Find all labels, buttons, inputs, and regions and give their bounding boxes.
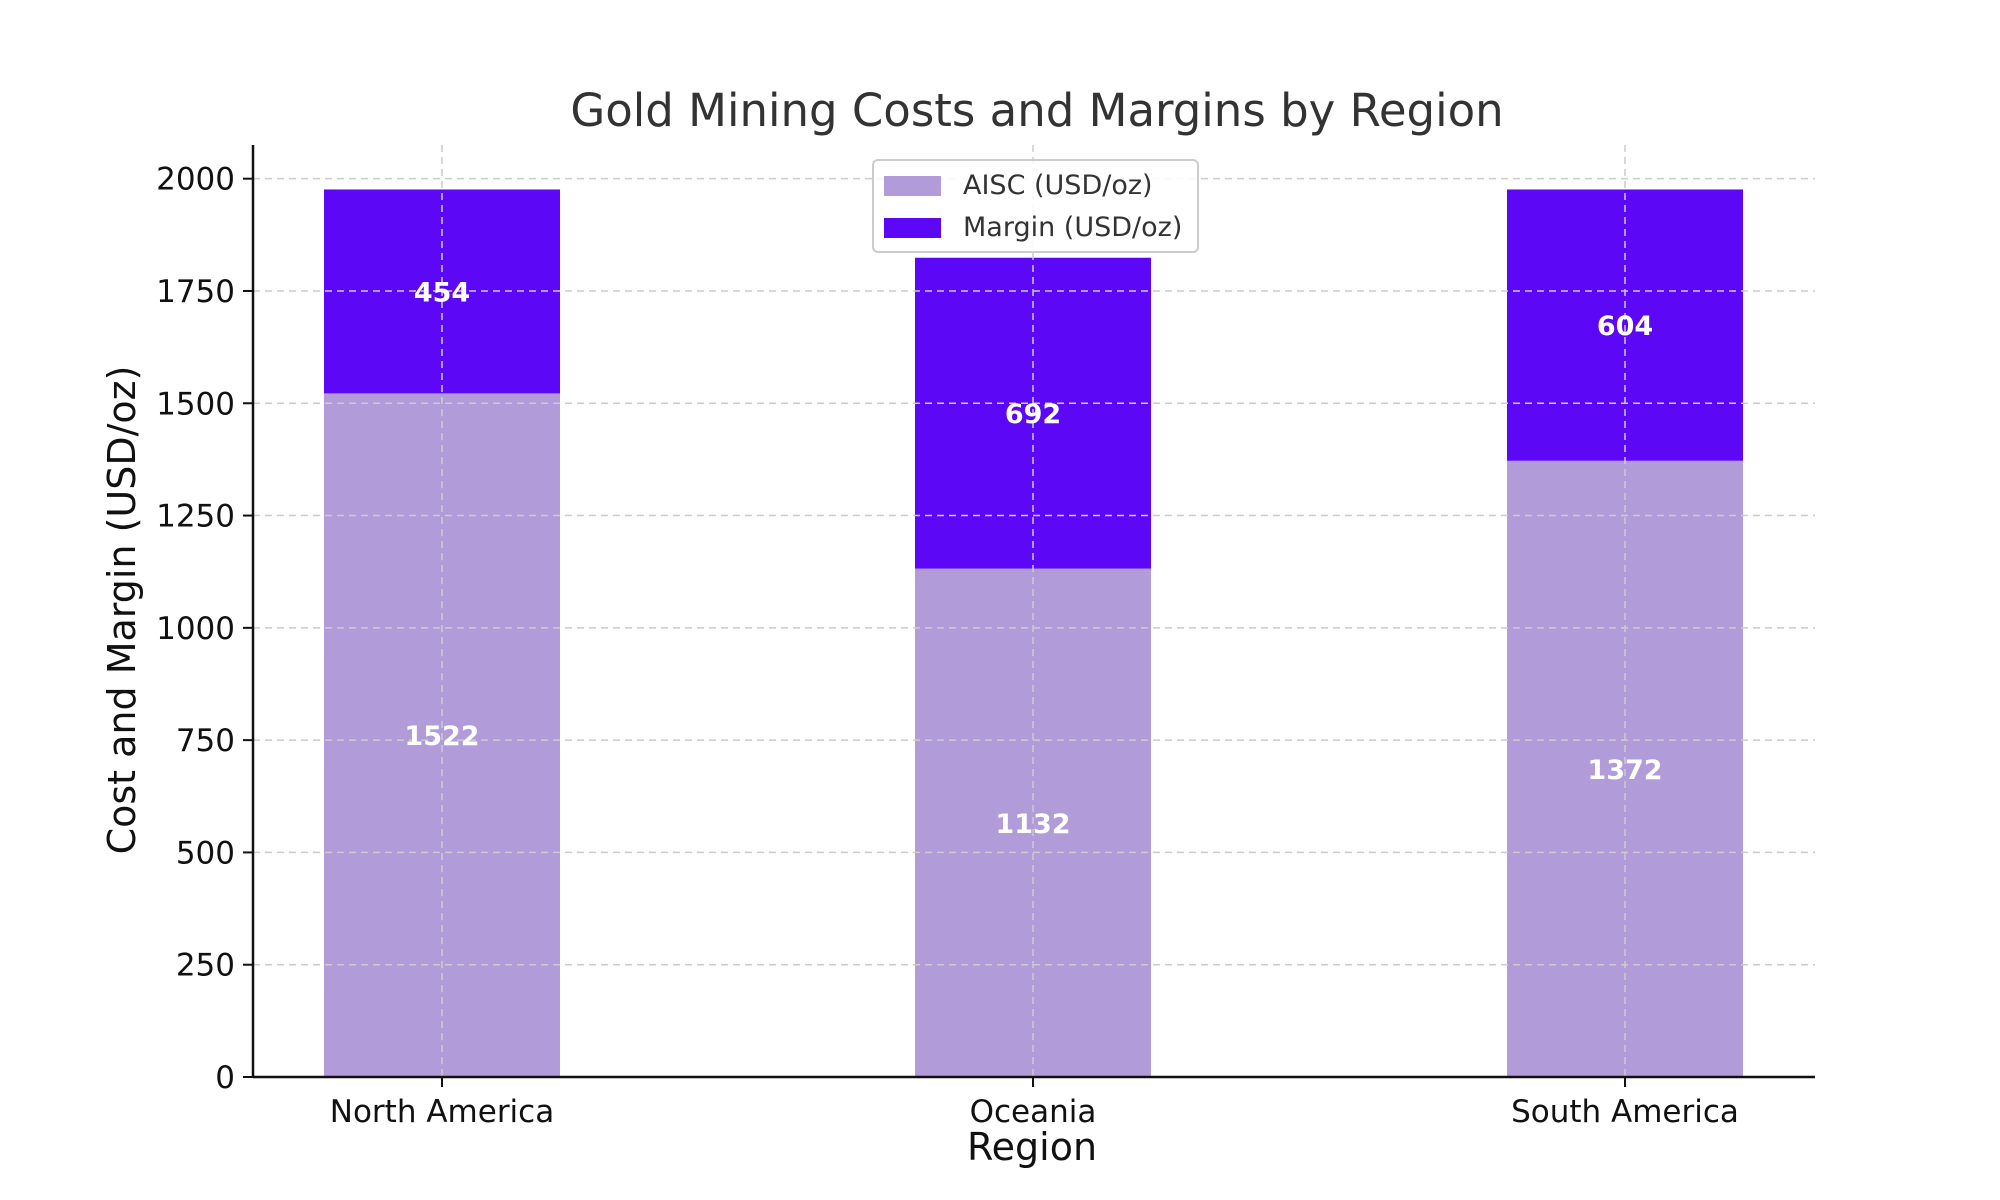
legend-box	[872, 159, 1199, 253]
y-tick-label: 1500	[156, 386, 235, 422]
data-label: 454	[414, 277, 470, 308]
data-label: 1522	[404, 721, 479, 752]
y-tick-label: 2000	[156, 162, 235, 198]
x-tick-label: South America	[1511, 1094, 1739, 1130]
x-tick-label: Oceania	[970, 1094, 1097, 1130]
legend-swatch	[884, 218, 941, 238]
data-label: 1132	[995, 809, 1070, 840]
y-axis-label: Cost and Margin (USD/oz)	[100, 366, 144, 855]
data-label: 604	[1597, 311, 1653, 342]
y-tick-label: 500	[176, 835, 235, 871]
x-axis-label: Region	[967, 1125, 1097, 1169]
x-tick-label: North America	[330, 1094, 554, 1130]
data-label: 1372	[1587, 755, 1662, 786]
legend-entry: Margin (USD/oz)	[963, 212, 1182, 243]
y-tick-label: 250	[176, 948, 235, 984]
y-tick-label: 750	[176, 723, 235, 759]
chart-title: Gold Mining Costs and Margins by Region	[570, 84, 1503, 137]
data-labels: 1522 454 1132 692 1372 604	[404, 277, 1662, 839]
y-tick-label: 0	[215, 1060, 235, 1096]
data-label: 692	[1005, 399, 1061, 430]
y-tick-label: 1000	[156, 611, 235, 647]
legend: AISC (USD/oz) Margin (USD/oz)	[872, 159, 1199, 253]
y-tick-label: 1250	[156, 499, 235, 535]
legend-swatch	[884, 176, 941, 196]
legend-entry: AISC (USD/oz)	[963, 170, 1153, 201]
y-tick-label: 1750	[156, 274, 235, 310]
axes: 0 250 500 750 1000 1250 1500 1750 2000 North Amer…	[156, 145, 1815, 1130]
